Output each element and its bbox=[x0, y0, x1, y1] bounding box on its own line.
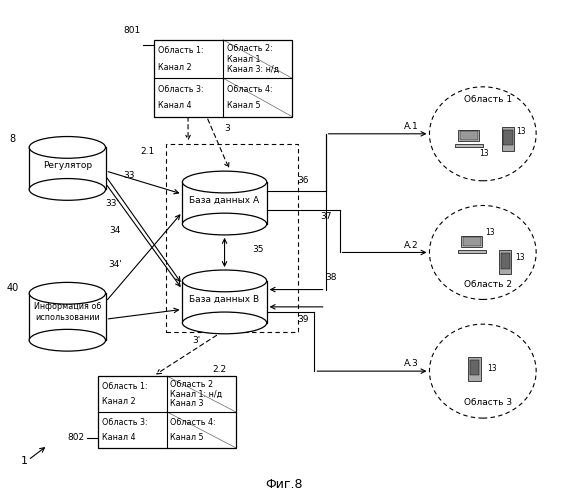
Bar bbox=[183, 182, 266, 224]
Bar bbox=[503, 130, 513, 146]
Bar bbox=[29, 294, 105, 340]
Text: 36: 36 bbox=[298, 176, 309, 185]
Text: 1: 1 bbox=[20, 456, 28, 466]
Text: 37: 37 bbox=[320, 212, 331, 222]
Text: Область 4:: Область 4: bbox=[226, 84, 272, 94]
Text: База данных А: База данных А bbox=[189, 196, 260, 205]
Text: Область 2: Область 2 bbox=[170, 380, 214, 388]
Bar bbox=[166, 144, 298, 332]
Text: 3': 3' bbox=[192, 336, 201, 344]
Text: Область 3: Область 3 bbox=[464, 398, 513, 407]
Text: Фиг.8: Фиг.8 bbox=[265, 478, 302, 492]
Text: 2.1: 2.1 bbox=[140, 146, 154, 156]
Text: 13: 13 bbox=[515, 253, 524, 262]
Text: Канал 5: Канал 5 bbox=[170, 433, 204, 442]
Text: 39: 39 bbox=[298, 314, 309, 324]
Text: Область 1:: Область 1: bbox=[101, 382, 147, 391]
Text: 34': 34' bbox=[108, 260, 122, 270]
Bar bbox=[499, 250, 511, 274]
Text: 13: 13 bbox=[487, 364, 497, 373]
Text: 33': 33' bbox=[105, 200, 119, 208]
Ellipse shape bbox=[183, 270, 266, 292]
Ellipse shape bbox=[29, 136, 105, 158]
Text: 2.2: 2.2 bbox=[212, 366, 226, 374]
Bar bbox=[461, 236, 482, 248]
Text: Канал 4: Канал 4 bbox=[158, 101, 191, 110]
Bar bbox=[460, 130, 478, 140]
Ellipse shape bbox=[183, 171, 266, 193]
Text: 802: 802 bbox=[67, 434, 84, 442]
Bar bbox=[458, 130, 479, 141]
Bar bbox=[98, 376, 236, 448]
Text: Канал 4: Канал 4 bbox=[101, 433, 135, 442]
Text: 13: 13 bbox=[485, 228, 495, 237]
Bar bbox=[29, 148, 105, 190]
Text: 3: 3 bbox=[225, 124, 230, 134]
Text: 38: 38 bbox=[325, 272, 337, 281]
Text: Область 2:: Область 2: bbox=[226, 44, 272, 52]
Text: Канал 2: Канал 2 bbox=[158, 62, 191, 72]
Ellipse shape bbox=[29, 282, 105, 304]
Text: Область 1:: Область 1: bbox=[158, 46, 204, 56]
Text: Канал 1: н/д: Канал 1: н/д bbox=[170, 390, 222, 398]
Text: Область 4:: Область 4: bbox=[170, 418, 216, 427]
Text: Канал 1: Канал 1 bbox=[226, 54, 260, 64]
Text: 13: 13 bbox=[517, 127, 526, 136]
Text: Информация об
использовании: Информация об использовании bbox=[33, 302, 101, 322]
Text: База данных В: База данных В bbox=[189, 295, 260, 304]
Bar bbox=[183, 281, 266, 323]
Bar bbox=[463, 237, 480, 246]
Text: Область 2: Область 2 bbox=[464, 280, 513, 289]
Ellipse shape bbox=[183, 213, 266, 235]
Text: Канал 2: Канал 2 bbox=[101, 397, 135, 406]
Text: 33: 33 bbox=[124, 172, 135, 180]
Ellipse shape bbox=[183, 312, 266, 334]
Bar bbox=[502, 127, 514, 150]
Text: А.3: А.3 bbox=[404, 359, 419, 368]
Text: Область 3:: Область 3: bbox=[158, 84, 204, 94]
Text: А.1: А.1 bbox=[404, 122, 419, 131]
Text: 801: 801 bbox=[123, 26, 140, 35]
Bar bbox=[469, 360, 479, 375]
Ellipse shape bbox=[29, 178, 105, 201]
Text: 13: 13 bbox=[479, 149, 489, 158]
Ellipse shape bbox=[29, 330, 105, 351]
Text: 35: 35 bbox=[252, 246, 264, 254]
Bar bbox=[154, 40, 292, 117]
Bar bbox=[501, 254, 510, 269]
Bar bbox=[455, 144, 483, 146]
Bar bbox=[458, 250, 485, 253]
Text: Регулятор: Регулятор bbox=[43, 162, 92, 170]
Text: Канал 5: Канал 5 bbox=[226, 101, 260, 110]
Text: А.2: А.2 bbox=[404, 240, 419, 250]
Bar bbox=[468, 357, 481, 380]
Text: Канал 3: н/д: Канал 3: н/д bbox=[226, 66, 278, 74]
Text: 40: 40 bbox=[6, 283, 19, 293]
Text: Канал 3: Канал 3 bbox=[170, 400, 204, 408]
Text: Область 3:: Область 3: bbox=[101, 418, 147, 427]
Text: Область 1: Область 1 bbox=[464, 94, 513, 104]
Text: 34: 34 bbox=[109, 226, 121, 234]
Text: 8: 8 bbox=[9, 134, 15, 144]
